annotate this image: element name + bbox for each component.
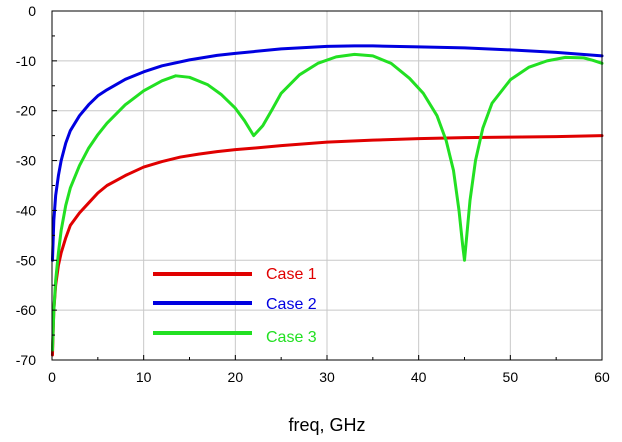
x-tick-label: 60 [594,369,610,385]
series-line-2 [50,44,604,262]
y-tick-label: 0 [28,3,36,19]
x-tick-label: 10 [136,369,152,385]
legend-label-2: Case 2 [266,296,317,313]
x-tick-label: 20 [228,369,244,385]
y-tick-label: -70 [16,352,36,368]
legend: Case 1 Case 2 Case 3 [153,266,317,346]
x-tick-label: 50 [503,369,519,385]
y-tick-label: -40 [16,202,36,218]
grid [51,10,603,361]
series-group [50,44,604,357]
y-tick-label: -20 [16,103,36,119]
legend-label-3: Case 3 [266,329,317,346]
x-tick-label: 0 [48,369,56,385]
y-tick-label: -60 [16,302,36,318]
y-tick-label: -10 [16,53,36,69]
legend-label-1: Case 1 [266,266,317,283]
series-line-1 [50,134,604,357]
y-tick-label: -50 [16,252,36,268]
x-tick-label: 30 [319,369,335,385]
y-tick-label: -30 [16,153,36,169]
x-axis-title: freq, GHz [288,415,365,435]
axis-ticks: 0 10 20 30 40 50 60 0 -10 -20 -30 -40 -50 -60 -70 [16,3,610,385]
x-tick-label: 40 [411,369,427,385]
series-line-3 [50,52,604,352]
